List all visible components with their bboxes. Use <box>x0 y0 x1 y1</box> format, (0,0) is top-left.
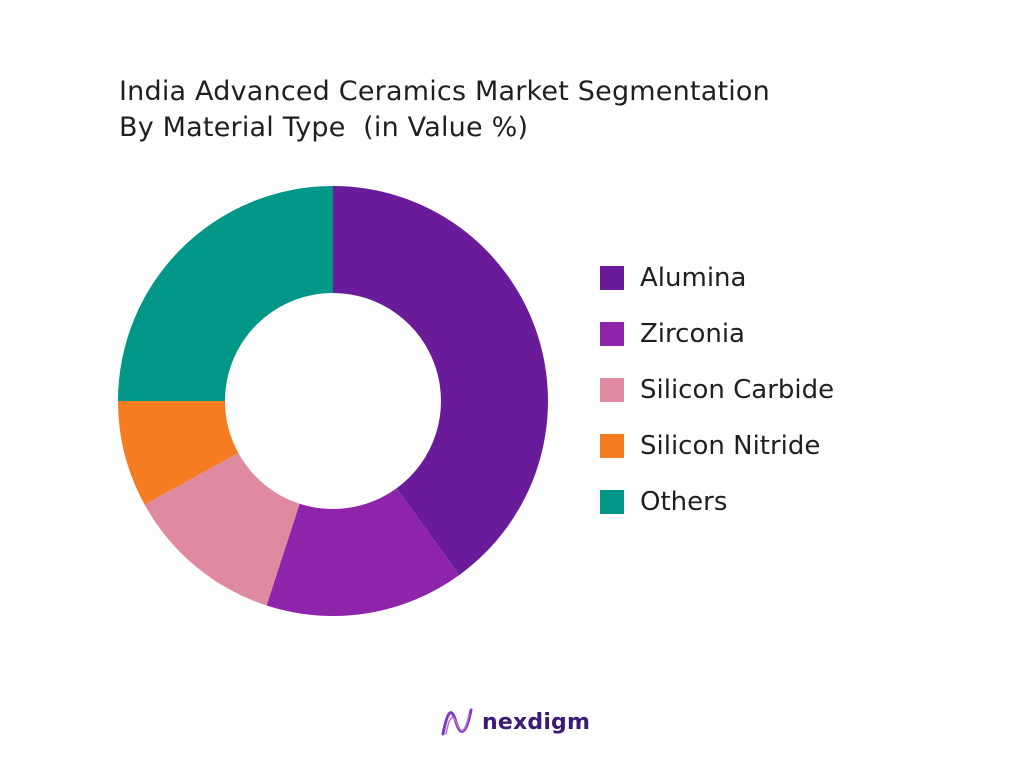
donut-slice-silicon-nitride <box>118 401 239 505</box>
legend-swatch <box>600 434 624 458</box>
brand-name: nexdigm <box>482 709 591 735</box>
chart-title: India Advanced Ceramics Market Segmentat… <box>119 74 770 146</box>
chart-title-line-2: By Material Type (in Value %) <box>119 112 529 143</box>
legend-swatch <box>600 322 624 346</box>
legend-swatch <box>600 378 624 402</box>
legend-swatch <box>600 266 624 290</box>
legend-item-zirconia: Zirconia <box>600 306 834 362</box>
brand-logo: nexdigm <box>440 704 590 740</box>
legend-label: Silicon Carbide <box>640 375 835 405</box>
legend-item-silicon-nitride: Silicon Nitride <box>600 418 834 474</box>
legend-item-alumina: Alumina <box>600 250 834 306</box>
legend-swatch <box>600 490 624 514</box>
legend-item-silicon-carbide: Silicon Carbide <box>600 362 834 418</box>
legend-label: Zirconia <box>640 319 745 349</box>
donut-slice-zirconia <box>266 488 460 616</box>
chart-legend: Alumina Zirconia Silicon Carbide Silicon Ni… <box>600 250 834 530</box>
donut-slice-alumina <box>333 186 548 575</box>
donut-slice-silicon-carbide <box>144 453 300 606</box>
chart-title-line-1: India Advanced Ceramics Market Segmentat… <box>119 76 770 107</box>
donut-slice-others <box>118 186 333 401</box>
legend-item-others: Others <box>600 474 834 530</box>
nexdigm-logo-icon <box>441 708 473 736</box>
legend-label: Alumina <box>640 263 747 293</box>
legend-label: Others <box>640 487 728 517</box>
legend-label: Silicon Nitride <box>640 431 821 461</box>
